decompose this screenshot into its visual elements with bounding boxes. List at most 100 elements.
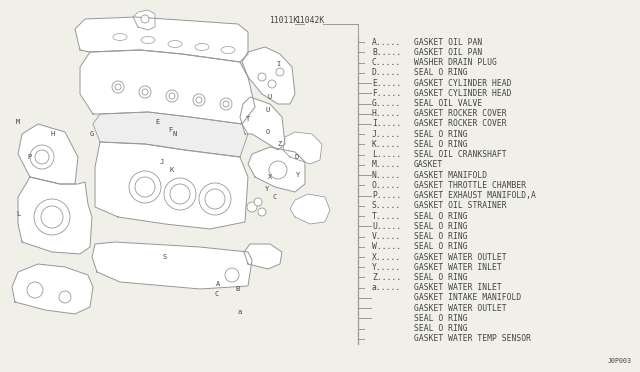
Text: GASKET OIL PAN: GASKET OIL PAN (414, 38, 483, 46)
Text: K.....: K..... (372, 140, 401, 149)
Circle shape (276, 68, 284, 76)
Text: GASKET ROCKER COVER: GASKET ROCKER COVER (414, 119, 507, 128)
Text: Y.....: Y..... (372, 263, 401, 272)
Text: SEAL O RING: SEAL O RING (414, 222, 468, 231)
Circle shape (196, 97, 202, 103)
Text: D: D (295, 154, 299, 160)
Text: P.....: P..... (372, 191, 401, 200)
Text: SEAL O RING: SEAL O RING (414, 212, 468, 221)
Text: SEAL O RING: SEAL O RING (414, 232, 468, 241)
Text: M: M (16, 119, 20, 125)
Text: a: a (238, 309, 242, 315)
Text: J: J (160, 159, 164, 165)
Text: S.....: S..... (372, 201, 401, 210)
Circle shape (170, 184, 190, 204)
Text: K: K (170, 167, 174, 173)
Circle shape (268, 80, 276, 88)
Text: GASKET WATER TEMP SENSOR: GASKET WATER TEMP SENSOR (414, 334, 531, 343)
Text: GASKET CYLINDER HEAD: GASKET CYLINDER HEAD (414, 89, 511, 98)
Text: G.....: G..... (372, 99, 401, 108)
Text: X: X (268, 174, 272, 180)
Text: GASKET WATER OUTLET: GASKET WATER OUTLET (414, 304, 507, 313)
Text: SEAL O RING: SEAL O RING (414, 324, 468, 333)
Circle shape (199, 183, 231, 215)
Polygon shape (244, 244, 282, 269)
Text: C: C (215, 291, 219, 297)
Polygon shape (283, 132, 322, 164)
Text: SEAL O RING: SEAL O RING (414, 314, 468, 323)
Text: I: I (276, 61, 280, 67)
Polygon shape (133, 10, 155, 30)
Text: GASKET INTAKE MANIFOLD: GASKET INTAKE MANIFOLD (414, 294, 521, 302)
Text: M.....: M..... (372, 160, 401, 169)
Polygon shape (95, 142, 248, 229)
Text: F: F (168, 127, 172, 133)
Circle shape (34, 199, 70, 235)
Text: D.....: D..... (372, 68, 401, 77)
Circle shape (129, 171, 161, 203)
Text: 11042K: 11042K (295, 16, 324, 25)
Text: U: U (266, 107, 270, 113)
Text: Z: Z (278, 141, 282, 147)
Ellipse shape (221, 46, 235, 54)
Text: T: T (246, 116, 250, 122)
Polygon shape (92, 242, 252, 289)
Circle shape (30, 145, 54, 169)
Polygon shape (75, 17, 248, 62)
Circle shape (41, 206, 63, 228)
Polygon shape (12, 264, 93, 314)
Text: 11011K: 11011K (269, 16, 298, 25)
Circle shape (112, 81, 124, 93)
Circle shape (141, 15, 149, 23)
Text: L.....: L..... (372, 150, 401, 159)
Text: C: C (273, 194, 277, 200)
Text: E: E (156, 119, 160, 125)
Polygon shape (80, 50, 255, 124)
Text: SEAL O RING: SEAL O RING (414, 68, 468, 77)
Circle shape (247, 202, 257, 212)
Ellipse shape (168, 41, 182, 48)
Circle shape (139, 86, 151, 98)
Polygon shape (18, 124, 78, 184)
Text: B.....: B..... (372, 48, 401, 57)
Text: U.....: U..... (372, 222, 401, 231)
Text: P: P (28, 154, 32, 160)
Circle shape (258, 73, 266, 81)
Polygon shape (248, 147, 305, 192)
Text: SEAL O RING: SEAL O RING (414, 140, 468, 149)
Text: L: L (16, 211, 20, 217)
Circle shape (59, 291, 71, 303)
Circle shape (258, 208, 266, 216)
Text: GASKET: GASKET (414, 160, 444, 169)
Text: E.....: E..... (372, 78, 401, 87)
Text: H.....: H..... (372, 109, 401, 118)
Text: Y: Y (265, 186, 269, 192)
Text: U: U (268, 94, 272, 100)
Circle shape (142, 89, 148, 95)
Circle shape (269, 161, 287, 179)
Text: V.....: V..... (372, 232, 401, 241)
Text: GASKET THROTTLE CHAMBER: GASKET THROTTLE CHAMBER (414, 181, 526, 190)
Text: J.....: J..... (372, 130, 401, 139)
Text: GASKET EXHAUST MANIFOLD,A: GASKET EXHAUST MANIFOLD,A (414, 191, 536, 200)
Text: N.....: N..... (372, 171, 401, 180)
Text: O.....: O..... (372, 181, 401, 190)
Text: GASKET CYLINDER HEAD: GASKET CYLINDER HEAD (414, 78, 511, 87)
Polygon shape (18, 177, 92, 254)
Ellipse shape (195, 44, 209, 51)
Circle shape (223, 101, 229, 107)
Text: GASKET ROCKER COVER: GASKET ROCKER COVER (414, 109, 507, 118)
Text: J0P003: J0P003 (608, 358, 632, 364)
Text: GASKET WATER INLET: GASKET WATER INLET (414, 283, 502, 292)
Text: F.....: F..... (372, 89, 401, 98)
Text: SEAL OIL CRANKSHAFT: SEAL OIL CRANKSHAFT (414, 150, 507, 159)
Circle shape (27, 282, 43, 298)
Circle shape (169, 93, 175, 99)
Polygon shape (240, 97, 285, 150)
Text: Z.....: Z..... (372, 273, 401, 282)
Text: B: B (236, 286, 240, 292)
Text: S: S (163, 254, 167, 260)
Text: SEAL O RING: SEAL O RING (414, 242, 468, 251)
Text: SEAL O RING: SEAL O RING (414, 273, 468, 282)
Circle shape (225, 268, 239, 282)
